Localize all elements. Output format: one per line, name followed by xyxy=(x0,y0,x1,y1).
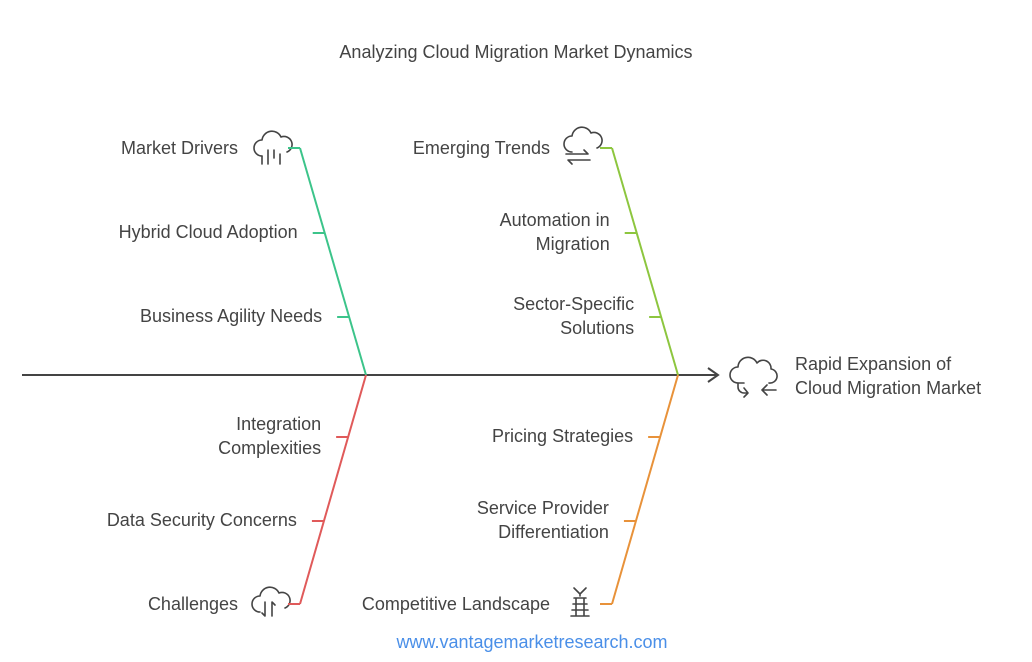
branch-line xyxy=(611,374,679,605)
branch-line xyxy=(299,374,367,605)
branch-label: Market Drivers xyxy=(121,138,238,158)
branch-label: Challenges xyxy=(148,594,238,614)
branch-line xyxy=(299,147,367,376)
cause-label: Service Provider xyxy=(477,498,609,518)
effect-label: Rapid Expansion of xyxy=(795,354,952,374)
cause-label: Business Agility Needs xyxy=(140,306,322,326)
effect-label: Cloud Migration Market xyxy=(795,378,981,398)
spine-arrow xyxy=(707,367,720,383)
cause-label: Hybrid Cloud Adoption xyxy=(119,222,298,242)
competitive-landscape-icon xyxy=(570,587,590,617)
branch-line xyxy=(611,147,679,376)
title: Analyzing Cloud Migration Market Dynamic… xyxy=(339,42,692,62)
market-drivers-icon xyxy=(253,130,293,165)
emerging-trends-icon xyxy=(563,126,603,165)
cause-label: Differentiation xyxy=(498,522,609,542)
branch-label: Competitive Landscape xyxy=(362,594,550,614)
footer-link[interactable]: www.vantagemarketresearch.com xyxy=(395,632,667,652)
cause-label: Solutions xyxy=(560,318,634,338)
cause-label: Data Security Concerns xyxy=(107,510,297,530)
cause-label: Complexities xyxy=(218,438,321,458)
challenges-icon xyxy=(251,586,291,617)
cause-label: Integration xyxy=(236,414,321,434)
cause-label: Automation in xyxy=(500,210,610,230)
cause-label: Sector-Specific xyxy=(513,294,634,314)
effect-icon xyxy=(729,356,778,398)
branch-label: Emerging Trends xyxy=(413,138,550,158)
cause-label: Migration xyxy=(536,234,610,254)
cause-label: Pricing Strategies xyxy=(492,426,633,446)
